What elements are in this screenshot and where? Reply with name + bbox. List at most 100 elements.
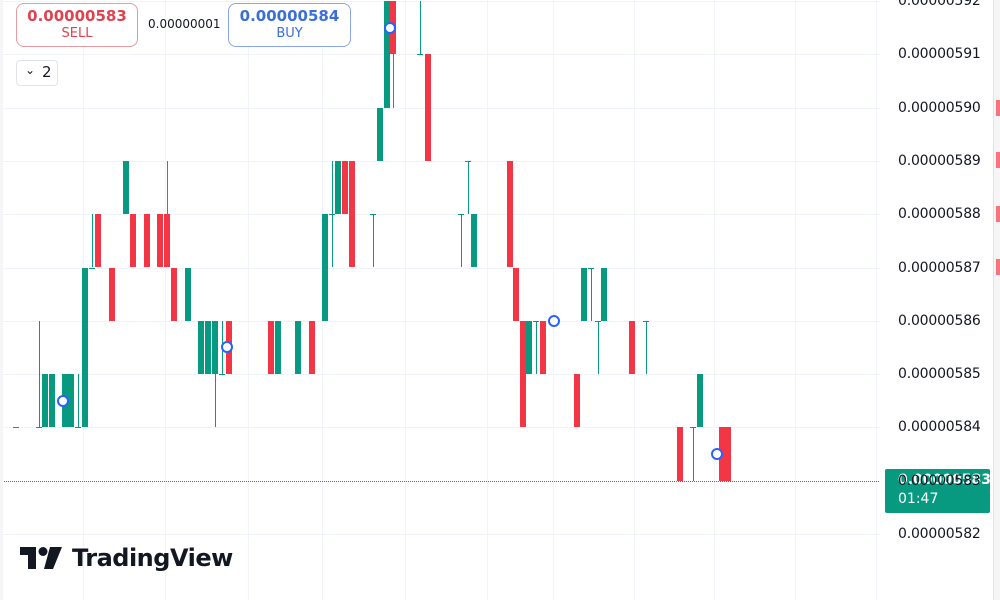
candle-body <box>205 320 211 375</box>
candle-body <box>507 160 513 268</box>
candle-body <box>309 320 315 375</box>
price-tick-label: 0.00000589 <box>898 152 981 169</box>
candle-body <box>109 267 115 321</box>
right-edge-marker <box>996 152 1000 168</box>
indicators-toggle-button[interactable]: ⌄ 2 <box>16 60 58 86</box>
price-axis[interactable]: 0.00000583 01:47 0.00000592 0.00000591 0.0… <box>880 0 1000 600</box>
grid-line-vertical <box>876 0 877 600</box>
trade-marker-icon[interactable] <box>711 448 723 461</box>
candle-body <box>219 374 225 376</box>
logo-text: TradingView <box>72 544 233 572</box>
price-tick-label: 0.00000592 <box>898 0 981 9</box>
candle-wick <box>693 427 694 481</box>
indicator-count: 2 <box>42 63 52 81</box>
candle-body <box>384 1 390 108</box>
sell-price: 0.00000583 <box>27 7 127 25</box>
grid-line-vertical <box>634 0 635 600</box>
candle-body <box>68 374 74 428</box>
candle-wick <box>468 160 469 215</box>
price-tick-label: 0.00000583 <box>898 472 981 489</box>
current-price-line <box>0 480 885 482</box>
candle-body <box>130 214 136 268</box>
candle-wick <box>215 320 216 428</box>
candle-wick <box>536 320 537 375</box>
spread-value: 0.00000001 <box>148 17 221 31</box>
candle-wick <box>78 374 79 428</box>
candle-body <box>171 267 177 321</box>
candle-body <box>601 267 607 321</box>
grid-line-vertical <box>795 0 796 600</box>
candle-body <box>643 320 649 322</box>
candle-body <box>157 214 163 268</box>
price-tick-label: 0.00000582 <box>898 526 981 542</box>
price-tick-label: 0.00000591 <box>898 46 981 63</box>
candle-body <box>164 214 170 268</box>
candle-body <box>465 160 471 162</box>
candle-body <box>471 214 477 268</box>
grid-line-vertical <box>165 0 166 600</box>
grid-line-horizontal <box>0 267 880 269</box>
candle-body <box>588 267 594 269</box>
chart-pane[interactable] <box>0 0 885 600</box>
candle-body <box>629 320 635 375</box>
candle-body <box>89 267 95 269</box>
candle-body <box>75 427 81 429</box>
candle-wick <box>39 320 40 428</box>
candle-body <box>342 160 348 215</box>
candle-wick <box>393 1 394 108</box>
candle-wick <box>92 214 93 268</box>
candle-wick <box>598 320 599 375</box>
price-tick-label: 0.00000586 <box>898 312 981 329</box>
price-tick-label: 0.00000587 <box>898 259 981 276</box>
candle-wick <box>646 320 647 375</box>
buy-button[interactable]: 0.00000584 BUY <box>228 3 351 47</box>
candle-body <box>123 160 129 215</box>
candle-body <box>581 267 587 321</box>
grid-line-vertical <box>714 0 715 600</box>
grid-line-vertical <box>553 0 554 600</box>
trade-marker-icon[interactable] <box>221 341 233 354</box>
grid-line-horizontal <box>0 534 880 535</box>
sell-button[interactable]: 0.00000583 SELL <box>16 3 138 47</box>
candle-body <box>690 427 696 429</box>
grid-line-horizontal <box>0 214 880 216</box>
price-tick-label: 0.00000585 <box>898 366 981 383</box>
trade-marker-icon[interactable] <box>548 314 560 327</box>
candle-body <box>42 374 48 428</box>
grid-line-vertical <box>405 0 406 600</box>
grid-line-horizontal <box>0 160 880 162</box>
trade-marker-icon[interactable] <box>57 394 69 407</box>
last-price-value: 0.00000583 <box>898 471 991 488</box>
buy-price: 0.00000584 <box>239 7 340 25</box>
candle-wick <box>373 214 374 268</box>
candle-body <box>335 160 341 215</box>
candle-body <box>198 320 204 375</box>
candle-body <box>697 374 703 428</box>
candle-body <box>513 267 519 321</box>
left-edge <box>0 0 3 600</box>
candle-body <box>185 267 191 321</box>
tradingview-logo-icon <box>20 547 62 569</box>
right-edge-marker <box>996 206 1000 222</box>
price-tick-label: 0.00000590 <box>898 99 981 116</box>
right-edge-marker <box>996 259 1000 275</box>
grid-line-horizontal <box>0 320 880 322</box>
candle-body <box>82 267 88 428</box>
candle-body <box>540 320 546 375</box>
candle-body <box>677 427 683 481</box>
candle-body <box>13 427 19 429</box>
candle-body <box>725 427 731 481</box>
grid-line-horizontal <box>0 107 880 109</box>
grid-line-horizontal <box>0 374 880 376</box>
candle-body <box>595 320 601 322</box>
tradingview-logo[interactable]: TradingView <box>20 543 233 573</box>
candle-body <box>95 214 101 268</box>
candle-body <box>417 54 423 56</box>
candle-body <box>574 374 580 428</box>
candle-wick <box>461 214 462 268</box>
trade-marker-icon[interactable] <box>384 21 396 34</box>
candle-body <box>526 320 532 375</box>
buy-label: BUY <box>276 26 303 41</box>
candle-body <box>377 107 383 161</box>
grid-line-vertical <box>248 0 249 600</box>
